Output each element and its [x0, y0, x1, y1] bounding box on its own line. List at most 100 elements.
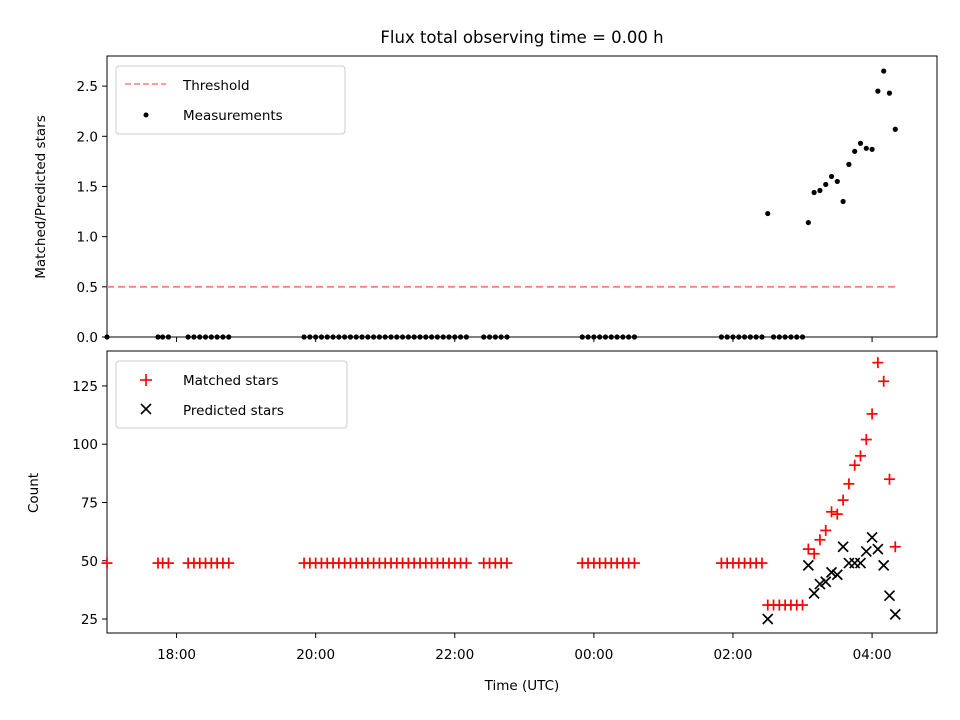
x-tick-label: 00:00 — [574, 647, 613, 663]
matched-star-point — [883, 473, 895, 485]
measurement-point — [840, 198, 846, 205]
predicted-star-point — [889, 608, 901, 620]
measurement-point — [155, 334, 161, 340]
measurement-point — [770, 334, 777, 340]
matched-star-point — [854, 450, 866, 462]
measurement-point — [463, 334, 469, 340]
matched-star-point — [820, 524, 832, 536]
measurement-point — [869, 146, 875, 152]
matched-star-point — [223, 557, 235, 569]
legend-predicted-label: Predicted stars — [183, 403, 284, 419]
bottom-y-tick-label: 25 — [81, 612, 98, 628]
measurement-point — [718, 334, 724, 340]
measurement-point — [365, 334, 371, 340]
matched-star-point — [849, 459, 861, 471]
measurement-point — [382, 334, 388, 340]
measurement-point — [342, 334, 348, 340]
measurement-point — [347, 334, 354, 340]
measurement-point — [805, 219, 811, 226]
measurement-point — [881, 68, 887, 74]
measurement-point — [417, 334, 423, 340]
measurement-point — [214, 334, 220, 340]
measurement-point — [846, 161, 852, 167]
predicted-star-point — [837, 541, 849, 553]
measurement-point — [313, 334, 319, 340]
top-panel: 0.0 0.5 1.0 1.5 2.0 2.5 Matched/Predicted sta… — [33, 55, 938, 346]
measurement-point — [591, 334, 597, 340]
measurement-point — [504, 334, 510, 340]
predicted-star-point — [825, 566, 838, 579]
bottom-y-tick-label: 100 — [72, 437, 98, 453]
measurement-point — [318, 334, 325, 340]
predicted-star-point — [814, 578, 826, 590]
measurement-point — [434, 334, 440, 340]
measurement-point — [724, 334, 730, 340]
top-y-ticks: 0.0 0.5 1.0 1.5 2.0 2.5 — [77, 79, 107, 346]
predicted-star-point — [820, 576, 832, 588]
measurement-point — [620, 334, 626, 340]
measurement-point — [452, 334, 458, 340]
predicted-star-point — [860, 545, 872, 558]
bottom-y-tick-label: 125 — [72, 379, 98, 395]
measurement-point — [394, 334, 400, 340]
measurement-point — [202, 334, 209, 340]
measurement-point — [160, 334, 166, 340]
bottom-legend: Matched stars Predicted stars — [115, 360, 348, 429]
measurement-point — [759, 334, 765, 340]
x-tick-label: 20:00 — [296, 647, 335, 663]
measurement-point — [197, 334, 203, 340]
predicted-star-point — [866, 531, 878, 544]
top-legend: Threshold Measurements — [115, 65, 346, 135]
matched-star-point — [162, 557, 174, 569]
legend-measurements-label: Measurements — [183, 108, 283, 124]
measurement-point — [185, 334, 191, 340]
measurement-point — [353, 334, 359, 340]
bottom-data-marks — [101, 357, 901, 625]
matched-star-point — [889, 541, 901, 553]
bottom-y-ticks: 25 50 75 100 125 — [72, 379, 107, 628]
measurement-point — [602, 334, 609, 340]
matched-star-point — [808, 548, 820, 560]
measurement-point — [324, 334, 330, 340]
measurement-point — [579, 334, 585, 340]
measurement-point — [301, 334, 307, 340]
bottom-y-axis-label: Count — [26, 473, 42, 513]
measurement-point — [811, 189, 817, 196]
measurement-point — [828, 173, 835, 180]
measurement-point — [423, 334, 429, 340]
predicted-star-point — [762, 613, 774, 625]
measurement-point — [585, 334, 591, 340]
measurement-point — [782, 334, 788, 340]
predicted-star-point — [854, 557, 867, 569]
top-data-marks — [104, 68, 898, 340]
measurement-point — [307, 334, 313, 340]
matched-star-point — [831, 508, 843, 520]
measurement-point — [411, 334, 417, 340]
top-y-axis-label: Matched/Predicted stars — [33, 115, 49, 278]
measurement-point — [741, 334, 748, 340]
measurement-point — [852, 148, 858, 154]
measurement-point — [376, 334, 383, 340]
measurement-point — [875, 88, 881, 94]
measurement-point — [104, 334, 110, 340]
top-y-tick-label: 1.5 — [77, 179, 98, 195]
top-y-tick-label: 2.5 — [77, 79, 98, 95]
measurement-point — [799, 334, 806, 340]
top-legend-box — [115, 65, 346, 135]
top-y-tick-label: 0.0 — [77, 330, 98, 346]
legend-predicted-swatch — [140, 403, 152, 415]
measurement-point — [208, 334, 214, 340]
predicted-star-point — [831, 569, 843, 581]
matched-star-point — [878, 375, 890, 387]
top-y-tick-label: 0.5 — [77, 280, 98, 296]
x-tick-label: 22:00 — [435, 647, 474, 663]
bottom-panel: 25 50 75 100 125 18:00 20:00 22:00 00:00 02:00 04… — [26, 350, 938, 694]
top-y-tick-label: 1.0 — [77, 230, 98, 246]
matched-star-point — [826, 506, 838, 518]
bottom-x-ticks: 18:00 20:00 22:00 00:00 02:00 04:00 — [157, 633, 892, 663]
matched-star-point — [501, 557, 513, 569]
measurement-point — [400, 334, 406, 340]
predicted-star-point — [883, 590, 896, 602]
measurement-point — [776, 334, 782, 340]
